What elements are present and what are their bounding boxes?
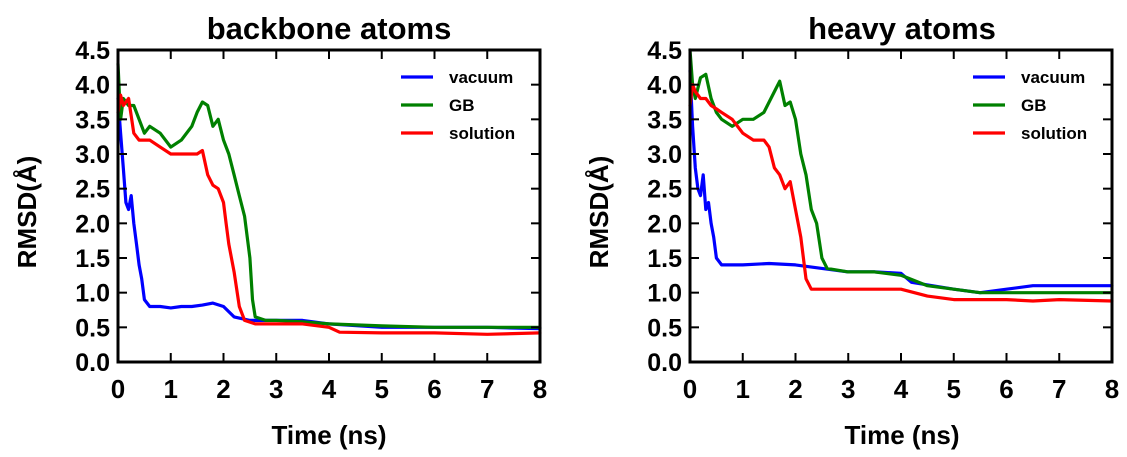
x-tick-label: 1 bbox=[164, 374, 178, 404]
y-tick-label: 4.0 bbox=[647, 72, 682, 100]
y-tick-label: 4.5 bbox=[647, 37, 682, 65]
legend-entry: solution bbox=[1021, 124, 1087, 143]
x-axis-label: Time (ns) bbox=[271, 420, 386, 450]
y-tick-label: 3.5 bbox=[75, 106, 110, 134]
legend-entry: vacuum bbox=[449, 68, 513, 87]
x-tick-label: 0 bbox=[683, 374, 697, 404]
x-axis-label: Time (ns) bbox=[844, 420, 959, 450]
y-tick-label: 0.0 bbox=[75, 349, 110, 377]
panel-backbone-atoms: backbone atoms Time (ns) RMSD(Å) 0 1 2 3 4 5 6… bbox=[12, 11, 547, 450]
y-tick-label: 0.0 bbox=[647, 349, 682, 377]
y-tick-label: 2.0 bbox=[647, 210, 682, 238]
x-tick-label: 2 bbox=[216, 374, 230, 404]
y-tick-label: 0.5 bbox=[75, 314, 110, 342]
x-tick-label: 3 bbox=[269, 374, 283, 404]
x-tick-label: 8 bbox=[1105, 374, 1119, 404]
x-tick-label: 4 bbox=[894, 374, 909, 404]
legend: vacuum GB solution bbox=[973, 68, 1087, 143]
x-tick-label: 3 bbox=[841, 374, 855, 404]
panel-heavy-atoms: heavy atoms Time (ns) RMSD(Å) 0 1 2 3 4 5 6 7 8 0… bbox=[584, 11, 1119, 450]
y-tick-label: 0.5 bbox=[647, 314, 682, 342]
y-tick-label: 3.0 bbox=[647, 141, 682, 169]
y-tick-label: 1.5 bbox=[75, 245, 110, 273]
legend-entry: solution bbox=[449, 124, 515, 143]
y-tick-label: 3.0 bbox=[75, 141, 110, 169]
x-tick-label: 5 bbox=[947, 374, 961, 404]
chart-title: heavy atoms bbox=[808, 11, 996, 46]
y-tick-label: 1.5 bbox=[647, 245, 682, 273]
y-tick-label: 2.0 bbox=[75, 210, 110, 238]
y-tick-label: 3.5 bbox=[647, 106, 682, 134]
x-tick-label: 8 bbox=[533, 374, 547, 404]
legend: vacuum GB solution bbox=[401, 68, 515, 143]
y-tick-label: 1.0 bbox=[75, 280, 110, 308]
chart-title: backbone atoms bbox=[207, 11, 452, 46]
x-tick-label: 5 bbox=[375, 374, 389, 404]
y-tick-label: 4.5 bbox=[75, 37, 110, 65]
series-line-solution bbox=[116, 93, 542, 336]
y-axis-label: RMSD(Å) bbox=[584, 156, 614, 269]
y-tick-label: 4.0 bbox=[75, 72, 110, 100]
series-line-gb bbox=[116, 62, 542, 329]
legend-entry: GB bbox=[1021, 96, 1047, 115]
y-tick-label: 2.5 bbox=[647, 176, 682, 204]
plot-frame bbox=[116, 48, 542, 364]
y-tick-label: 2.5 bbox=[75, 176, 110, 204]
x-tick-label: 4 bbox=[322, 374, 337, 404]
x-tick-label: 7 bbox=[1052, 374, 1066, 404]
x-tick-label: 6 bbox=[427, 374, 441, 404]
x-tick-label: 0 bbox=[111, 374, 125, 404]
x-tick-label: 7 bbox=[480, 374, 494, 404]
legend-entry: vacuum bbox=[1021, 68, 1085, 87]
legend-entry: GB bbox=[449, 96, 475, 115]
series-line-gb bbox=[688, 48, 1114, 295]
plot-frame bbox=[688, 48, 1114, 364]
series-line-vacuum bbox=[688, 69, 1114, 295]
x-tick-label: 2 bbox=[788, 374, 802, 404]
y-tick-label: 1.0 bbox=[647, 280, 682, 308]
x-tick-label: 1 bbox=[736, 374, 750, 404]
series-line-solution bbox=[688, 83, 1114, 303]
y-axis-label: RMSD(Å) bbox=[12, 156, 42, 269]
x-tick-label: 6 bbox=[999, 374, 1013, 404]
